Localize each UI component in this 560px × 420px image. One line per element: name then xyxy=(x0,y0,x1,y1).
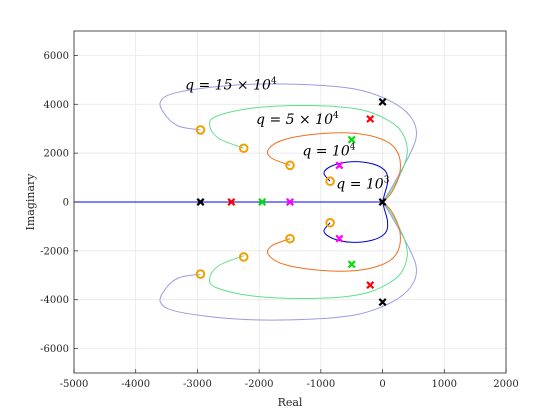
x-axis-label: Real xyxy=(278,396,303,409)
x-tick-label: 2000 xyxy=(493,379,518,390)
zero-marker xyxy=(195,269,206,279)
pole-marker xyxy=(258,198,267,206)
y-tick-label: -6000 xyxy=(40,344,69,355)
y-tick-labels: -6000 -4000 -2000 0 2000 4000 6000 xyxy=(40,51,78,355)
pole-marker xyxy=(335,161,344,170)
x-tick-label: -4000 xyxy=(121,379,150,390)
locus-branch-lower xyxy=(267,201,401,272)
zero-marker xyxy=(285,160,295,171)
x-tick-label: -5000 xyxy=(60,379,89,390)
zero-marker xyxy=(195,125,206,135)
gain-annotation: q = 103 xyxy=(336,176,389,193)
gain-annotation: q = 15 × 104 xyxy=(185,77,277,94)
pole-marker xyxy=(335,234,344,243)
pole-marker xyxy=(347,135,356,144)
x-tick-label: 0 xyxy=(379,379,385,390)
y-tick-label: -2000 xyxy=(40,246,69,257)
pole-marker xyxy=(286,198,294,206)
zero-marker xyxy=(238,252,249,262)
x-tick-label: -2000 xyxy=(245,379,274,390)
zero-marker xyxy=(325,217,335,228)
pole-marker xyxy=(196,198,205,206)
x-tick-label: -1000 xyxy=(306,379,335,390)
zero-marker xyxy=(238,143,249,154)
pole-marker xyxy=(366,114,375,123)
x-tick-labels: -5000 -4000 -3000 -2000 -1000 0 1000 2000 xyxy=(60,369,519,390)
pole-zero-markers xyxy=(195,97,387,307)
locus-branch-lower xyxy=(323,201,389,243)
locus-branch-upper xyxy=(323,161,389,203)
gain-annotation: q = 104 xyxy=(302,143,355,160)
pole-marker xyxy=(378,298,387,307)
locus-curves xyxy=(159,83,418,321)
gain-annotation: q = 5 × 104 xyxy=(256,111,339,128)
y-tick-label: -4000 xyxy=(40,295,69,306)
y-tick-label: 6000 xyxy=(44,51,69,62)
y-tick-label: 4000 xyxy=(44,100,69,111)
zero-marker xyxy=(285,233,295,244)
locus-branch-lower xyxy=(209,201,408,300)
pole-marker xyxy=(378,198,387,206)
locus-branch-upper xyxy=(159,83,418,203)
pole-marker xyxy=(378,97,387,106)
pole-marker xyxy=(227,198,236,206)
gain-annotations: q = 15 × 104 q = 5 × 104 q = 104 q = 103 xyxy=(185,77,390,193)
x-tick-label: 1000 xyxy=(432,379,457,390)
pole-marker xyxy=(366,281,375,290)
zero-marker xyxy=(325,176,335,187)
locus-branch-upper xyxy=(267,132,401,203)
pole-marker xyxy=(347,260,356,269)
locus-branch-lower xyxy=(159,201,418,321)
y-tick-label: 0 xyxy=(63,198,69,209)
x-tick-label: -3000 xyxy=(183,379,212,390)
locus-branch-upper xyxy=(209,104,408,203)
y-axis-label: Imaginary xyxy=(24,173,37,231)
y-tick-label: 2000 xyxy=(44,149,69,160)
